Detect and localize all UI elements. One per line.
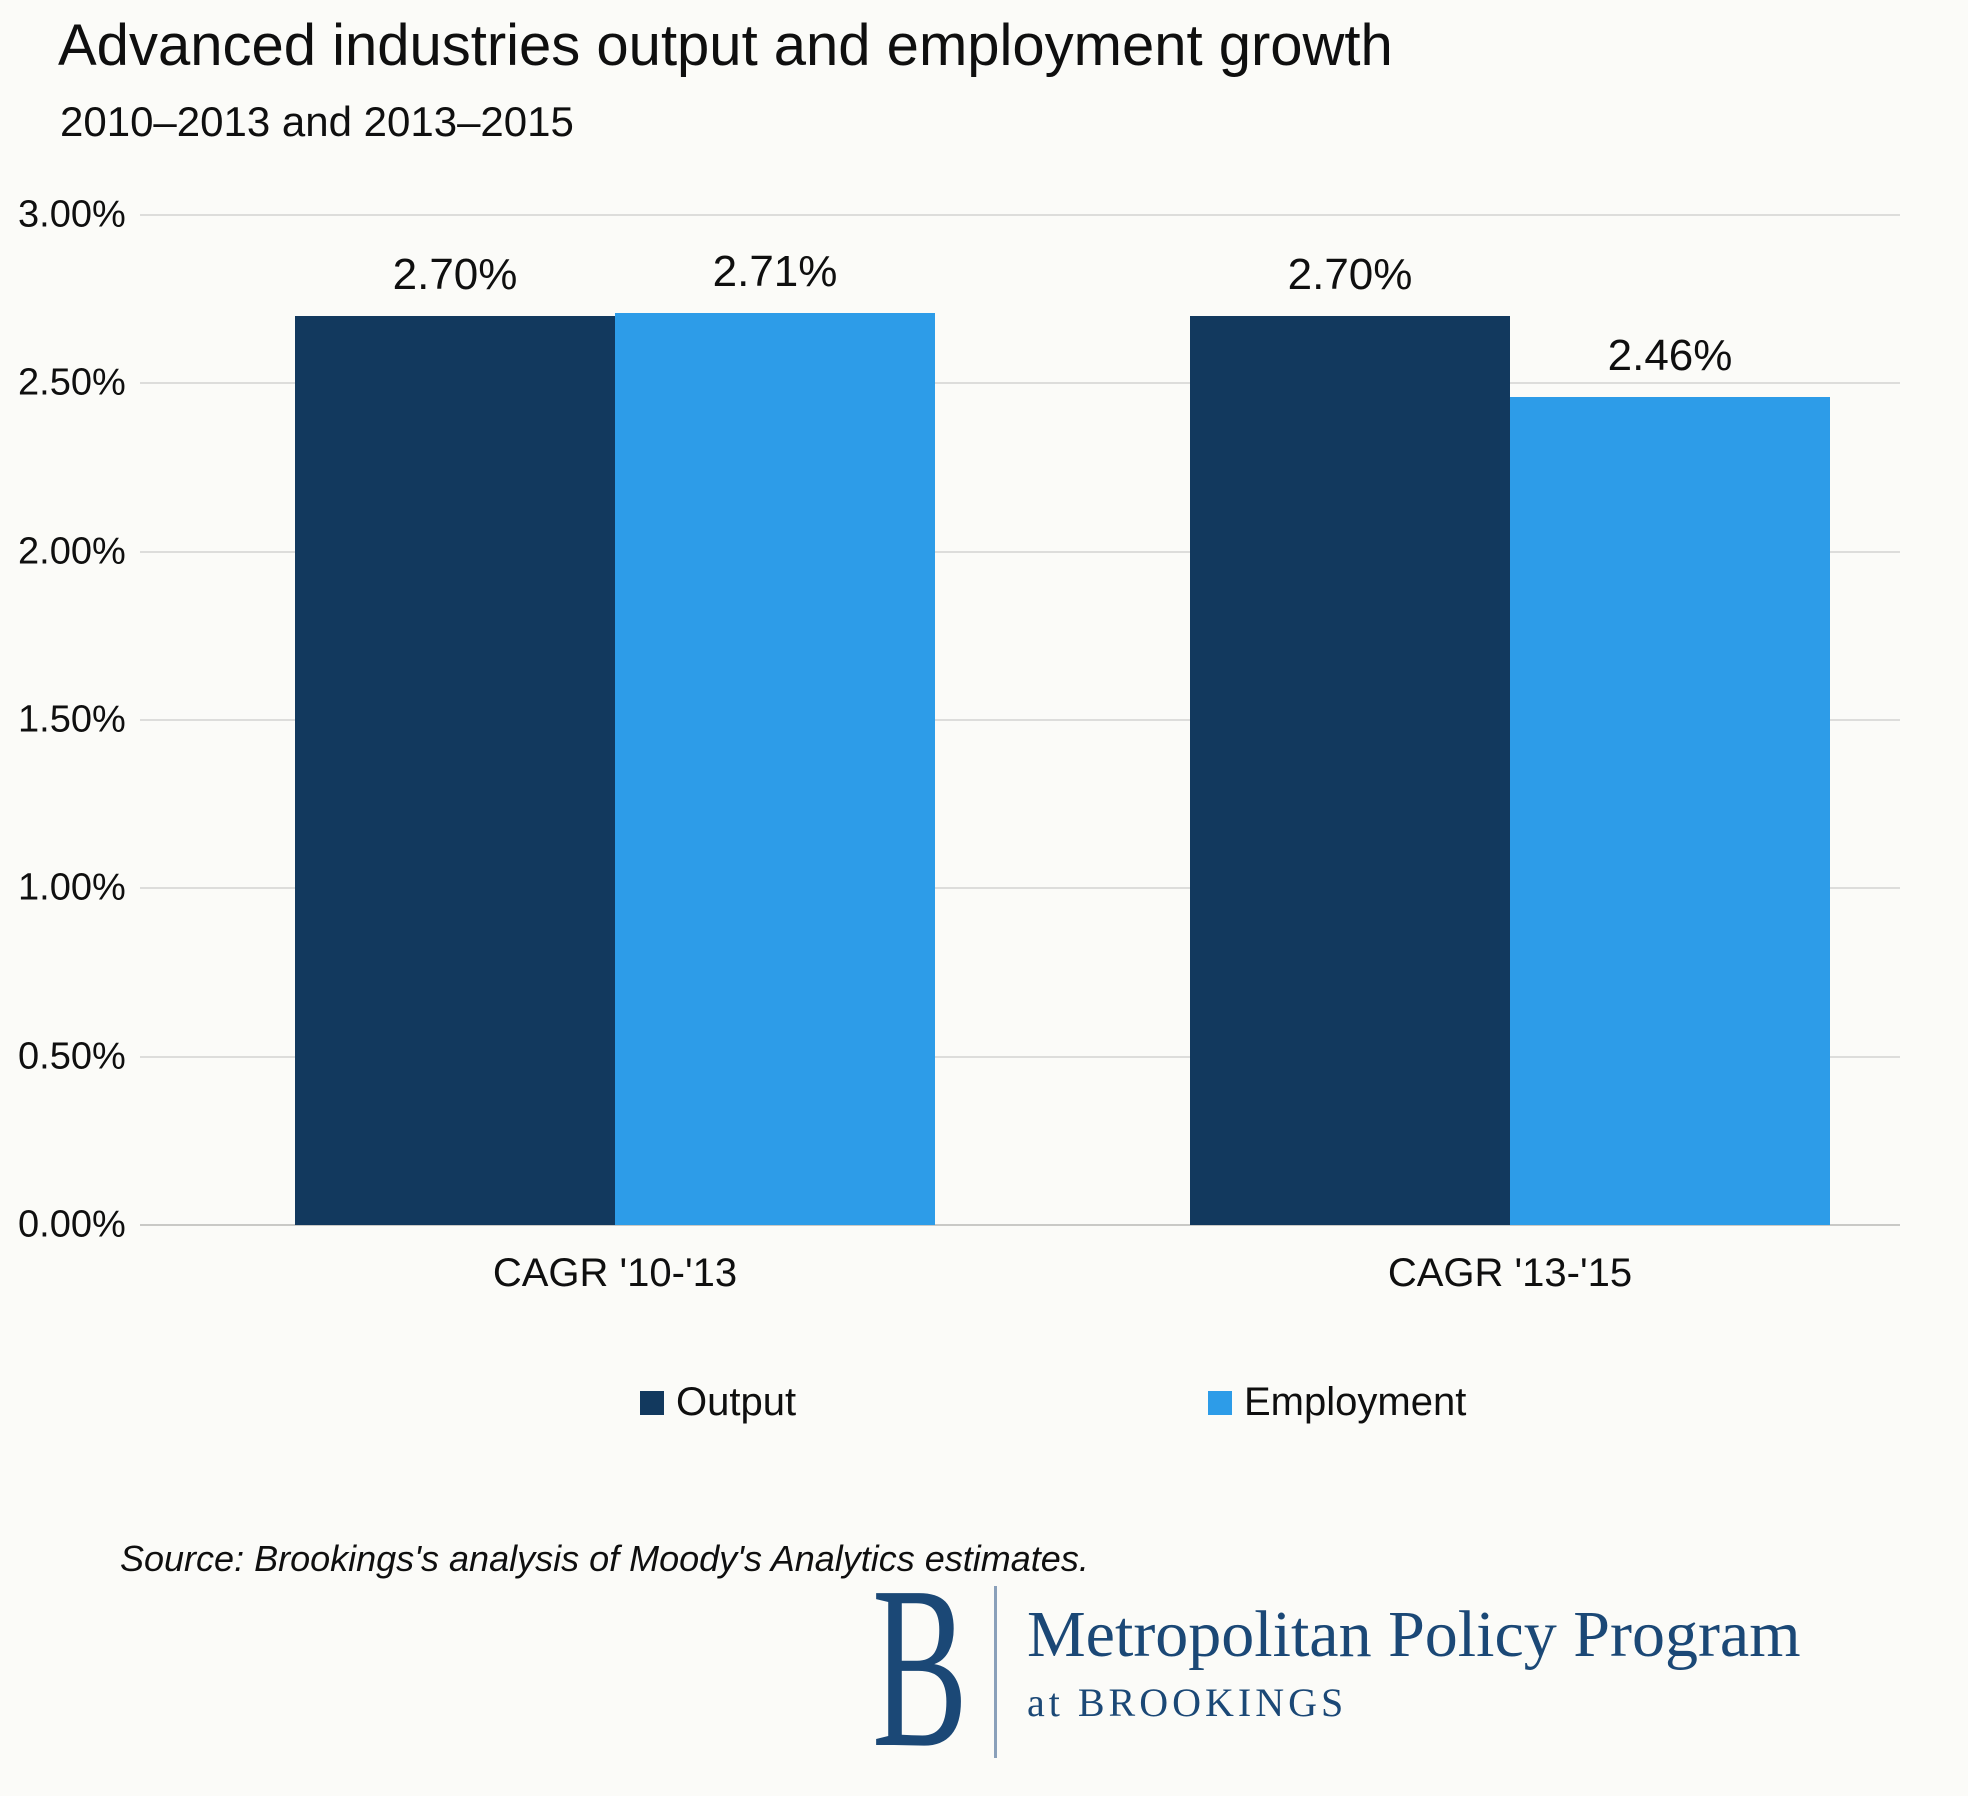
y-tick-label: 3.00% bbox=[18, 193, 126, 236]
gridline bbox=[140, 1224, 1900, 1226]
y-tick-label: 2.00% bbox=[18, 530, 126, 573]
y-tick-label: 0.50% bbox=[18, 1035, 126, 1078]
y-tick-label: 2.50% bbox=[18, 361, 126, 404]
y-axis: 3.00% 2.50% 2.00% 1.50% 1.00% 0.50% 0.00% bbox=[18, 194, 136, 1246]
legend: Output Employment bbox=[0, 1380, 1968, 1440]
x-category-label: CAGR '10-'13 bbox=[492, 1251, 738, 1295]
bar-output bbox=[1190, 316, 1510, 1225]
bar-group: 2.70% 2.71% CAGR '10-'13 bbox=[295, 215, 935, 1295]
logo-divider bbox=[994, 1586, 997, 1758]
program-subtitle: at BROOKINGS bbox=[1027, 1680, 1348, 1726]
bar-value-label: 2.71% bbox=[712, 246, 838, 296]
brookings-footer: B Metropolitan Policy Program at BROOKIN… bbox=[872, 1539, 1801, 1796]
brookings-logo-b: B bbox=[872, 1539, 968, 1796]
program-block: Metropolitan Policy Program at BROOKINGS bbox=[1027, 1578, 1801, 1726]
gridline bbox=[140, 1055, 1900, 1058]
source-note: Source: Brookings's analysis of Moody's … bbox=[120, 1538, 1089, 1579]
gridline bbox=[140, 214, 1900, 216]
bar-slot: 2.46% bbox=[1510, 215, 1830, 1225]
gridline bbox=[140, 382, 1900, 385]
program-name: Metropolitan Policy Program bbox=[1027, 1598, 1801, 1671]
bar-value-label: 2.70% bbox=[392, 250, 518, 299]
bar-slot: 2.70% bbox=[1190, 215, 1510, 1225]
page-subtitle: 2010–2013 and 2013–2015 bbox=[60, 98, 574, 145]
legend-swatch bbox=[640, 1390, 664, 1415]
bar-slot: 2.70% bbox=[295, 215, 615, 1225]
legend-item-employment: Employment bbox=[1208, 1380, 1466, 1425]
page-title: Advanced industries output and employmen… bbox=[58, 13, 1393, 78]
legend-swatch bbox=[1208, 1390, 1232, 1415]
x-category-label: CAGR '13-'15 bbox=[1387, 1251, 1633, 1295]
plot-area: 2.70% 2.71% CAGR '10-'13 2.70% 2.46% CAGR '13… bbox=[140, 214, 1900, 1295]
bar-value-label: 2.70% bbox=[1287, 250, 1413, 299]
bar-group: 2.70% 2.46% CAGR '13-'15 bbox=[1190, 215, 1830, 1295]
y-tick-label: 0.00% bbox=[18, 1203, 126, 1246]
legend-item-output: Output bbox=[640, 1380, 796, 1425]
gridline bbox=[140, 550, 1900, 553]
gridline bbox=[140, 887, 1900, 890]
y-tick-label: 1.50% bbox=[18, 698, 126, 741]
gridline bbox=[140, 719, 1900, 721]
y-tick-label: 1.00% bbox=[18, 866, 126, 909]
bar-value-label: 2.46% bbox=[1607, 330, 1733, 380]
legend-label: Employment bbox=[1244, 1380, 1467, 1424]
bar-employment bbox=[1510, 396, 1830, 1225]
bar-slot: 2.71% bbox=[615, 215, 935, 1225]
bar-output bbox=[295, 316, 615, 1225]
legend-label: Output bbox=[676, 1380, 797, 1424]
bar-employment bbox=[615, 312, 935, 1225]
